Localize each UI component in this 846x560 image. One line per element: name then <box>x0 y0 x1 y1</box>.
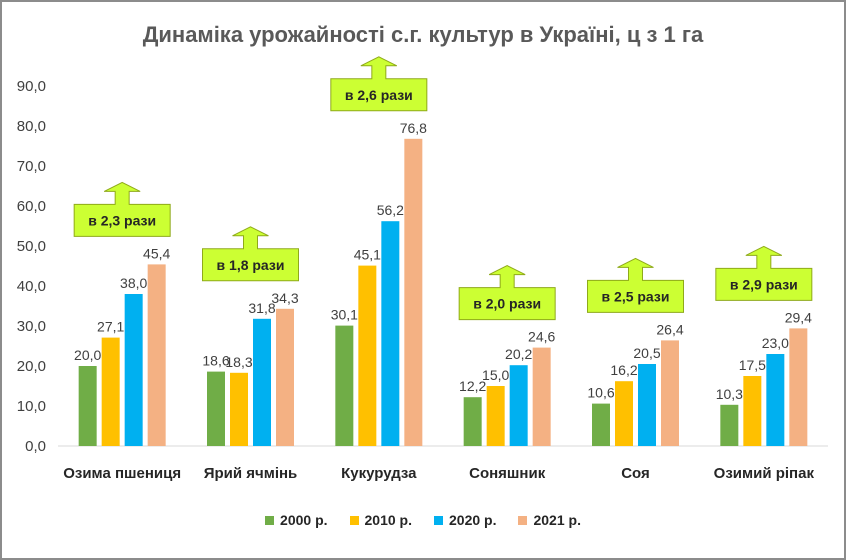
bar <box>532 347 551 446</box>
y-tick-label: 0,0 <box>25 438 46 455</box>
growth-callout <box>330 56 428 112</box>
legend-swatch <box>434 515 443 525</box>
legend-item: 2010 р. <box>349 512 412 528</box>
bar <box>381 221 400 446</box>
bar <box>661 340 679 446</box>
category-label: Ярий ячмінь <box>204 465 298 482</box>
growth-callout-label: в 2,9 рази <box>730 276 798 292</box>
data-label: 10,6 <box>587 385 614 401</box>
bar <box>124 294 143 446</box>
data-label: 18,6 <box>202 353 229 369</box>
data-label: 20,5 <box>633 345 660 361</box>
data-label: 16,2 <box>610 362 637 378</box>
bar <box>101 337 120 446</box>
growth-callout-label: в 2,0 рази <box>473 296 541 312</box>
data-label: 45,1 <box>354 247 381 263</box>
bar <box>615 381 633 446</box>
data-label: 17,5 <box>739 357 766 373</box>
bar <box>486 386 505 446</box>
bar <box>253 318 271 446</box>
bar <box>404 138 423 447</box>
category-label: Кукурудза <box>341 465 417 482</box>
bar <box>509 365 528 446</box>
bar <box>592 403 610 446</box>
y-tick-label: 40,0 <box>17 278 46 295</box>
category-label: Озимий ріпак <box>714 465 815 482</box>
bar <box>789 328 808 446</box>
category-label: Соя <box>621 465 650 482</box>
bar <box>276 308 294 446</box>
legend-swatch <box>265 515 275 525</box>
growth-callout-label: в 2,3 рази <box>88 212 156 228</box>
data-label: 20,2 <box>505 346 532 362</box>
y-tick-label: 90,0 <box>17 78 46 95</box>
growth-callout-label: в 2,5 рази <box>602 288 670 304</box>
bar-chart: 0,0 10,0 20,0 30,0 40,0 50,0 60,0 70,0 80,0 90,0 2… <box>17 56 828 482</box>
bar <box>463 397 482 446</box>
growth-callout-label: в 1,8 рази <box>217 257 285 273</box>
legend-label: 2010 р. <box>364 512 412 528</box>
bar <box>335 325 354 446</box>
legend-item: 2000 р. <box>265 512 328 528</box>
y-tick-label: 30,0 <box>17 318 46 335</box>
legend-label: 2000 р. <box>280 512 328 528</box>
data-label: 30,1 <box>331 307 358 323</box>
growth-callout <box>458 265 556 321</box>
bar <box>230 372 248 446</box>
growth-callout <box>715 245 813 301</box>
bar <box>358 265 377 446</box>
y-tick-label: 70,0 <box>17 158 46 175</box>
data-label: 29,4 <box>785 309 812 325</box>
data-label: 34,3 <box>271 290 298 306</box>
y-tick-label: 50,0 <box>17 238 46 255</box>
legend-item: 2021 р. <box>518 512 581 528</box>
bar <box>766 354 785 446</box>
growth-callout-label: в 2,6 рази <box>345 87 413 103</box>
category-label: Озима пшениця <box>63 465 181 482</box>
legend-item: 2020 р. <box>434 512 496 528</box>
growth-callout <box>73 181 171 237</box>
legend-label: 2021 р. <box>533 512 581 528</box>
data-label: 23,0 <box>762 335 789 351</box>
y-tick-label: 80,0 <box>17 118 46 135</box>
data-label: 56,2 <box>377 202 404 218</box>
data-label: 31,8 <box>248 300 275 316</box>
data-label: 76,8 <box>400 120 427 136</box>
data-label: 12,2 <box>459 378 486 394</box>
category-label: Соняшник <box>469 465 546 482</box>
data-label: 38,0 <box>120 275 147 291</box>
data-label: 26,4 <box>656 321 683 337</box>
growth-callout <box>587 257 684 313</box>
legend-label: 2020 р. <box>449 512 497 528</box>
bar <box>743 376 762 446</box>
legend-swatch <box>349 515 359 525</box>
bar <box>207 371 225 446</box>
legend: 2000 р. 2010 р. 2020 р. 2021 р. <box>0 512 846 528</box>
y-tick-label: 20,0 <box>17 358 46 375</box>
y-tick-label: 60,0 <box>17 198 46 215</box>
data-label: 27,1 <box>97 319 124 335</box>
data-label: 10,3 <box>716 386 743 402</box>
bar <box>720 404 739 446</box>
data-label: 45,4 <box>143 245 170 261</box>
data-label: 24,6 <box>528 329 555 345</box>
bar <box>78 366 97 446</box>
legend-swatch <box>518 515 528 525</box>
bar <box>638 364 656 446</box>
data-label: 18,3 <box>225 354 252 370</box>
bar <box>147 264 166 446</box>
data-label: 15,0 <box>482 367 509 383</box>
chart-title: Динаміка урожайності с.г. культур в Укра… <box>142 22 704 47</box>
y-tick-label: 10,0 <box>17 398 46 415</box>
data-label: 20,0 <box>74 347 101 363</box>
growth-callout <box>202 226 299 282</box>
